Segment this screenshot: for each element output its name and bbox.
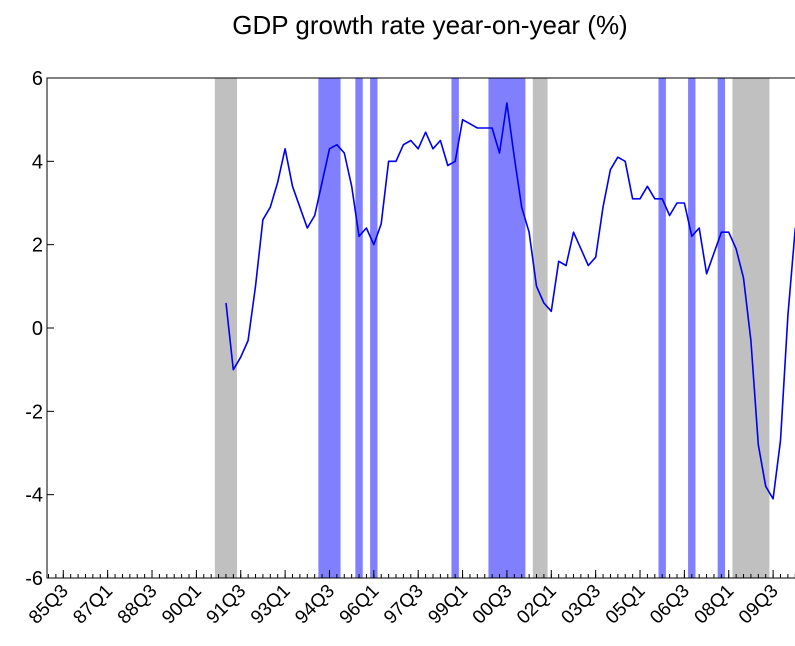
gdp-growth-line (225, 102, 795, 500)
x-tick-label: 00Q3 (469, 581, 517, 629)
x-tick-label: 02Q1 (513, 581, 561, 629)
x-tick-label: 03Q3 (557, 581, 605, 629)
x-tick-label: 08Q1 (691, 581, 739, 629)
x-tick-label: 87Q1 (69, 581, 117, 629)
x-tick-label: 97Q3 (380, 581, 428, 629)
x-axis: 85Q387Q188Q390Q191Q393Q194Q396Q197Q399Q1… (25, 570, 795, 628)
y-tick-label: 6 (32, 68, 43, 90)
shaded-band-blue (355, 78, 363, 578)
x-tick-label: 91Q3 (203, 581, 251, 629)
x-tick-label: 93Q1 (247, 581, 295, 629)
x-tick-label: 99Q1 (424, 581, 472, 629)
x-tick-label: 94Q3 (291, 581, 339, 629)
shaded-band-gray (532, 78, 548, 578)
chart-title: GDP growth rate year-on-year (%) (232, 10, 628, 40)
shaded-band-blue (717, 78, 726, 578)
shaded-band-blue (451, 78, 459, 578)
y-tick-label: 2 (32, 235, 43, 257)
x-tick-label: 05Q1 (602, 581, 650, 629)
y-tick-label: -4 (25, 485, 43, 507)
y-axis: 6 4 2 0 -2 -4 -6 (25, 68, 54, 590)
y-tick-label: -2 (25, 401, 43, 423)
shaded-band-blue (688, 78, 696, 578)
x-tick-label: 96Q1 (336, 581, 384, 629)
x-tick-label: 06Q3 (646, 581, 694, 629)
shaded-band-blue (318, 78, 341, 578)
shaded-band-blue (370, 78, 378, 578)
shaded-band-blue (488, 78, 526, 578)
shaded-band-blue (658, 78, 666, 578)
y-tick-label: -6 (25, 568, 43, 590)
plot-frame (46, 77, 795, 579)
shaded-periods (214, 78, 770, 578)
x-tick-label: 09Q3 (735, 581, 783, 629)
y-tick-label: 4 (32, 151, 43, 173)
series-lines (225, 102, 795, 500)
shaded-band-gray (732, 78, 770, 578)
x-tick-label: 88Q3 (114, 581, 162, 629)
shaded-band-gray (214, 78, 238, 578)
x-tick-label: 90Q1 (158, 581, 206, 629)
y-tick-label: 0 (32, 318, 43, 340)
